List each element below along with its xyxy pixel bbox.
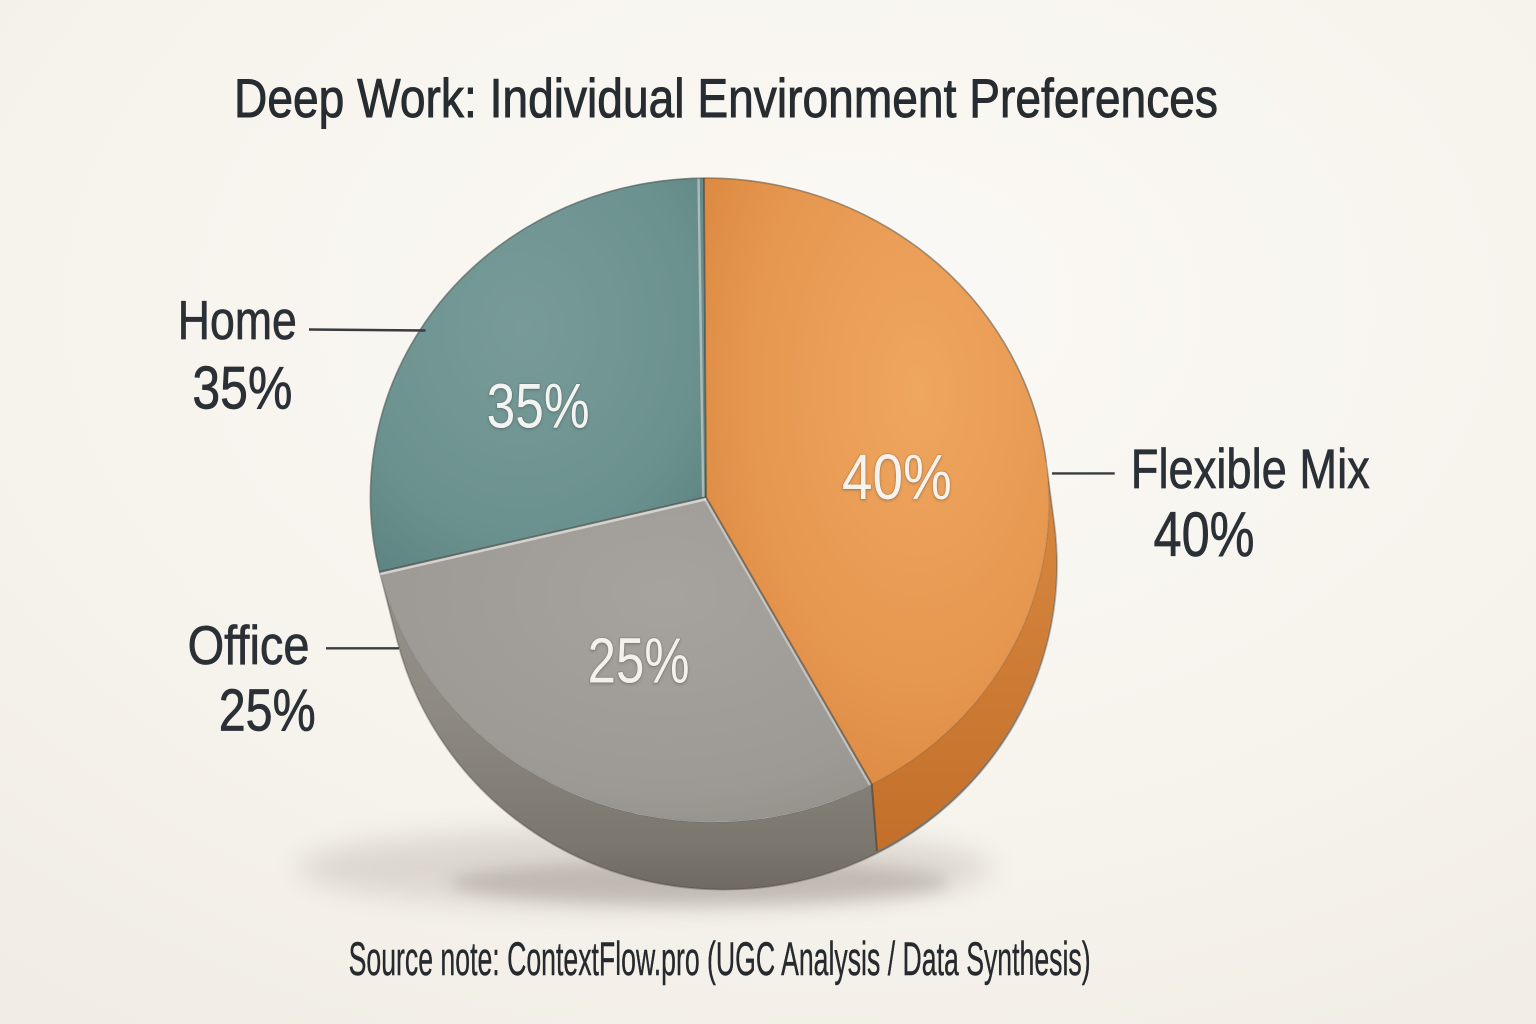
svg-text:Office: Office: [188, 615, 310, 676]
svg-text:25%: 25%: [588, 624, 690, 696]
svg-text:35%: 35%: [192, 355, 292, 422]
svg-text:Deep Work: Individual Environm: Deep Work: Individual Environment Prefer…: [234, 67, 1218, 129]
svg-text:Home: Home: [178, 289, 297, 351]
svg-text:Source note: ContextFlow.pro (: Source note: ContextFlow.pro (UGC Analys…: [349, 933, 1091, 986]
svg-text:Flexible Mix: Flexible Mix: [1131, 437, 1370, 500]
svg-text:35%: 35%: [487, 372, 590, 442]
svg-text:40%: 40%: [842, 441, 952, 513]
svg-text:25%: 25%: [219, 678, 316, 744]
svg-text:40%: 40%: [1154, 500, 1255, 570]
